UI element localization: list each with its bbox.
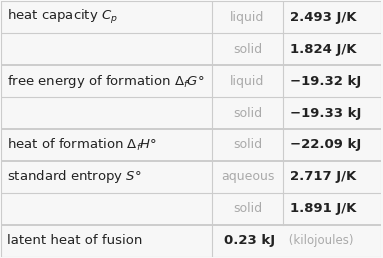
Text: aqueous: aqueous [221, 170, 274, 183]
Text: 1.891 J/K: 1.891 J/K [290, 202, 357, 215]
Text: −22.09 kJ: −22.09 kJ [290, 139, 362, 151]
Text: free energy of formation $\Delta_f G°$: free energy of formation $\Delta_f G°$ [7, 73, 205, 90]
Text: liquid: liquid [230, 11, 265, 24]
Text: 1.824 J/K: 1.824 J/K [290, 43, 357, 56]
Text: −19.33 kJ: −19.33 kJ [290, 107, 362, 119]
Text: liquid: liquid [230, 75, 265, 88]
Text: heat of formation $\Delta_f H°$: heat of formation $\Delta_f H°$ [7, 137, 157, 153]
Text: solid: solid [233, 43, 262, 56]
Text: standard entropy $S°$: standard entropy $S°$ [7, 168, 142, 185]
Text: solid: solid [233, 107, 262, 119]
Text: solid: solid [233, 202, 262, 215]
Text: 2.493 J/K: 2.493 J/K [290, 11, 357, 24]
Text: (kilojoules): (kilojoules) [285, 234, 353, 247]
Text: 2.717 J/K: 2.717 J/K [290, 170, 357, 183]
Text: latent heat of fusion: latent heat of fusion [7, 234, 142, 247]
Text: solid: solid [233, 139, 262, 151]
Text: −19.32 kJ: −19.32 kJ [290, 75, 362, 88]
Text: heat capacity $C_p$: heat capacity $C_p$ [7, 8, 118, 26]
Text: 0.23 kJ: 0.23 kJ [224, 234, 275, 247]
